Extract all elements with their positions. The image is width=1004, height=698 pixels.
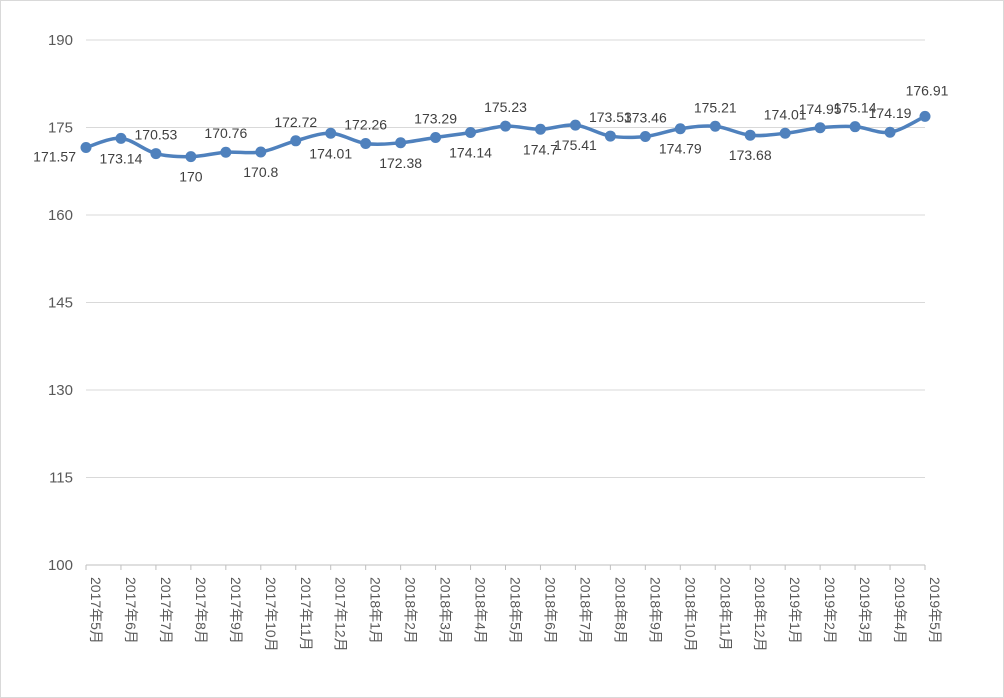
- x-tick-label: 2018年5月: [508, 577, 524, 644]
- data-label: 173.14: [100, 150, 143, 166]
- x-tick-label: 2017年7月: [158, 577, 174, 644]
- x-tick-label: 2019年4月: [892, 577, 908, 644]
- x-tick-label: 2019年5月: [927, 577, 943, 644]
- data-point: [534, 123, 546, 135]
- data-point: [395, 137, 407, 149]
- y-tick-label: 160: [48, 207, 73, 224]
- x-tick-label: 2019年2月: [822, 577, 838, 644]
- data-label: 174.19: [869, 105, 912, 121]
- data-label: 174.14: [449, 145, 492, 161]
- data-label: 174.95: [799, 101, 842, 117]
- data-label: 170.53: [135, 127, 178, 143]
- data-point: [465, 127, 477, 139]
- data-point: [569, 119, 581, 131]
- data-label: 176.91: [906, 82, 949, 98]
- data-point: [639, 130, 651, 142]
- x-tick-label: 2018年2月: [403, 577, 419, 644]
- y-tick-label: 115: [49, 470, 73, 487]
- data-label: 173.46: [624, 109, 667, 125]
- x-tick-label: 2018年8月: [612, 577, 628, 644]
- x-tick-label: 2019年3月: [857, 577, 873, 644]
- data-point: [325, 127, 337, 139]
- data-label: 173.68: [729, 147, 772, 163]
- x-tick-label: 2018年3月: [438, 577, 454, 644]
- data-point: [220, 146, 232, 158]
- x-axis: [85, 564, 926, 570]
- x-tick-label: 2017年12月: [333, 577, 349, 652]
- y-tick-label: 145: [48, 295, 73, 312]
- x-tick-label: 2019年1月: [787, 577, 803, 644]
- y-tick-label: 175: [48, 120, 73, 137]
- x-tick-label: 2018年9月: [647, 577, 663, 644]
- data-label: 171.57: [33, 149, 76, 165]
- data-label: 174.79: [659, 141, 702, 157]
- x-tick-label: 2017年10月: [263, 577, 279, 652]
- data-point: [919, 110, 931, 122]
- data-label: 170: [179, 169, 203, 185]
- data-point: [430, 131, 442, 143]
- y-tick-label: 100: [48, 557, 73, 574]
- data-label: 172.38: [379, 155, 422, 171]
- data-point: [779, 127, 791, 139]
- data-point: [814, 122, 826, 134]
- data-label: 175.14: [834, 100, 877, 116]
- x-tick-label: 2018年11月: [717, 577, 733, 651]
- x-tick-label: 2018年6月: [542, 577, 558, 644]
- data-label: 175.21: [694, 99, 737, 115]
- x-tick-label: 2017年8月: [193, 577, 209, 644]
- x-axis-tick-labels: 2017年5月 2017年6月 2017年7月 2017年8月 2017年9月 2017年…: [88, 577, 943, 652]
- data-label: 173.29: [414, 110, 457, 126]
- data-point: [849, 121, 861, 133]
- data-label: 174.01: [764, 106, 807, 122]
- data-label: 170.76: [204, 125, 247, 141]
- data-point: [255, 146, 267, 158]
- data-point: [500, 120, 511, 132]
- data-labels: 171.57 173.14 170.53 170 170.76 170.8 172.72 17…: [33, 82, 948, 184]
- data-label: 170.8: [243, 164, 278, 180]
- x-tick-label: 2018年4月: [473, 577, 489, 644]
- data-label: 175.41: [554, 137, 597, 153]
- data-label: 174.01: [309, 145, 352, 161]
- data-point: [884, 126, 896, 138]
- data-point: [80, 142, 92, 154]
- x-tick-label: 2018年7月: [577, 577, 593, 644]
- data-label: 172.26: [344, 116, 387, 132]
- x-tick-label: 2018年10月: [682, 577, 698, 652]
- data-point: [115, 132, 127, 144]
- data-point: [709, 120, 721, 132]
- y-axis-tick-labels: 100 115 130 145 160 175 190: [48, 32, 73, 574]
- x-tick-label: 2017年11月: [298, 577, 314, 651]
- data-label: 174.7: [523, 141, 558, 157]
- x-tick-label: 2018年12月: [752, 577, 768, 652]
- data-point: [290, 135, 302, 147]
- data-point: [674, 123, 686, 135]
- x-tick-label: 2018年1月: [368, 577, 384, 644]
- y-tick-label: 130: [48, 382, 73, 399]
- data-label: 173.53: [589, 109, 632, 125]
- x-tick-label: 2017年6月: [123, 577, 139, 644]
- data-label: 172.72: [274, 114, 317, 130]
- data-point: [185, 151, 197, 163]
- data-point: [604, 130, 616, 142]
- data-point: [150, 148, 162, 160]
- x-tick-label: 2017年9月: [228, 577, 244, 644]
- data-point: [744, 129, 756, 141]
- data-point: [360, 137, 372, 149]
- data-points: [80, 110, 931, 163]
- x-tick-label: 2017年5月: [88, 577, 104, 644]
- data-label: 175.23: [484, 99, 527, 115]
- y-tick-label: 190: [48, 32, 73, 49]
